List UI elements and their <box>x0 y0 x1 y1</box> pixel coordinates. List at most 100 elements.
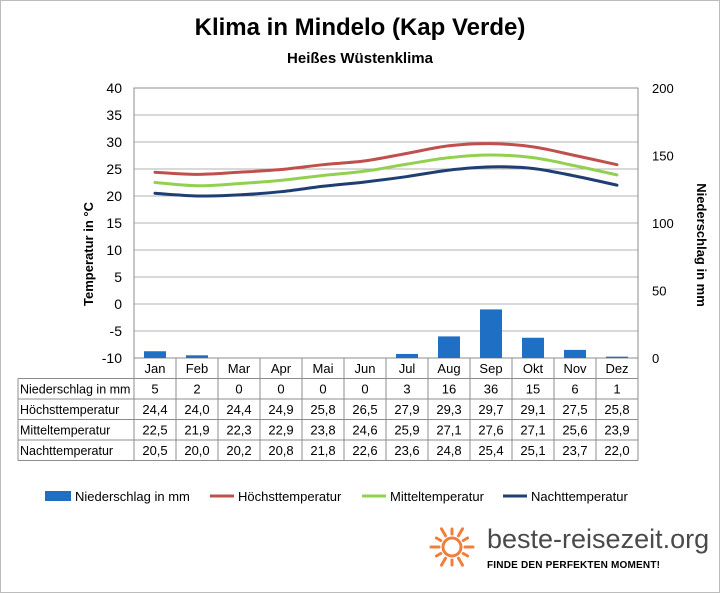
table-cell-value: 0 <box>277 382 284 397</box>
brand-name: beste-reisezeit.org <box>487 524 710 554</box>
table-cell-value: 27,1 <box>520 423 545 438</box>
x-axis-tick: Jan <box>145 361 166 376</box>
table-cell-value: 20,5 <box>142 443 167 458</box>
x-axis-tick: Apr <box>271 361 292 376</box>
precipitation-bar <box>564 349 586 358</box>
table-cell-value: 0 <box>319 382 326 397</box>
table-cell-value: 16 <box>442 382 456 397</box>
table-cell-value: 22,3 <box>226 423 251 438</box>
right-axis-tick: 50 <box>652 284 666 299</box>
series-line-nachttemperatur <box>153 165 619 198</box>
table-cell-value: 0 <box>361 382 368 397</box>
table-cell-value: 3 <box>403 382 410 397</box>
table-cell-value: 24,9 <box>268 402 293 417</box>
table-row-label: Niederschlag in mm <box>20 383 130 397</box>
table-cell-value: 21,8 <box>310 443 335 458</box>
table-cell-value: 2 <box>193 382 200 397</box>
table-cell-value: 1 <box>613 382 620 397</box>
table-cell-value: 23,9 <box>604 423 629 438</box>
table-cell-value: 20,2 <box>226 443 251 458</box>
precipitation-bar <box>480 309 502 358</box>
table-cell-value: 24,4 <box>142 402 167 417</box>
x-axis-tick: Jul <box>399 361 416 376</box>
table-row-label: Nachttemperatur <box>20 444 113 458</box>
x-axis-tick: Dez <box>605 361 628 376</box>
x-axis-tick: Okt <box>523 361 544 376</box>
table-cell-value: 20,0 <box>184 443 209 458</box>
table-cell-value: 22,0 <box>604 443 629 458</box>
x-axis-tick: Aug <box>437 361 460 376</box>
table-row-label: Mitteltemperatur <box>20 424 110 438</box>
table-cell-value: 23,7 <box>562 443 587 458</box>
table-cell-value: 23,8 <box>310 423 335 438</box>
sun-icon <box>429 527 475 567</box>
precipitation-bar <box>522 337 544 358</box>
legend-swatch <box>45 491 71 501</box>
legend-label: Nachttemperatur <box>531 489 628 504</box>
table-cell-value: 25,1 <box>520 443 545 458</box>
left-axis-tick: 0 <box>114 296 122 312</box>
right-axis-tick: 0 <box>652 351 659 366</box>
x-axis-tick: Mai <box>313 361 334 376</box>
right-axis-label: Niederschlag in mm <box>694 183 709 307</box>
table-cell-value: 24,4 <box>226 402 251 417</box>
left-axis-tick: 35 <box>106 107 122 123</box>
table-cell-value: 22,6 <box>352 443 377 458</box>
legend-label: Höchsttemperatur <box>238 489 342 504</box>
left-axis-label: Temperatur in °C <box>81 201 96 306</box>
left-axis-tick: 40 <box>106 80 122 96</box>
table-cell-value: 21,9 <box>184 423 209 438</box>
legend-label: Mitteltemperatur <box>390 489 485 504</box>
precipitation-bar <box>396 353 418 358</box>
left-axis-tick: 15 <box>106 215 122 231</box>
precipitation-bar <box>144 351 166 358</box>
table-cell-value: 20,8 <box>268 443 293 458</box>
table-cell-value: 36 <box>484 382 498 397</box>
series-line-h-chsttemperatur <box>153 142 619 176</box>
x-axis-tick: Sep <box>479 361 502 376</box>
table-cell-value: 29,1 <box>520 402 545 417</box>
right-axis-tick: 100 <box>652 216 674 231</box>
precipitation-bar <box>186 355 208 358</box>
table-cell-value: 25,6 <box>562 423 587 438</box>
precipitation-bar <box>606 356 628 358</box>
left-axis-tick: 25 <box>106 161 122 177</box>
table-cell-value: 29,3 <box>436 402 461 417</box>
table-cell-value: 26,5 <box>352 402 377 417</box>
table-cell-value: 22,5 <box>142 423 167 438</box>
left-axis-tick: 20 <box>106 188 122 204</box>
table-row-label: Höchsttemperatur <box>20 403 119 417</box>
x-axis-tick: Feb <box>186 361 208 376</box>
table-cell-value: 5 <box>151 382 158 397</box>
chart-subtitle: Heißes Wüstenklima <box>287 50 433 67</box>
right-axis-tick: 200 <box>652 81 674 96</box>
chart-title: Klima in Mindelo (Kap Verde) <box>194 14 526 41</box>
precipitation-bar <box>438 336 460 358</box>
table-cell-value: 22,9 <box>268 423 293 438</box>
legend-label: Niederschlag in mm <box>75 489 190 504</box>
x-axis-tick: Nov <box>563 361 587 376</box>
table-cell-value: 15 <box>526 382 540 397</box>
table-cell-value: 24,0 <box>184 402 209 417</box>
right-axis-tick: 150 <box>652 149 674 164</box>
table-cell-value: 27,6 <box>478 423 503 438</box>
table-cell-value: 25,4 <box>478 443 503 458</box>
table-cell-value: 27,5 <box>562 402 587 417</box>
table-cell-value: 24,6 <box>352 423 377 438</box>
table-cell-value: 25,8 <box>310 402 335 417</box>
table-cell-value: 27,1 <box>436 423 461 438</box>
x-axis-tick: Mar <box>228 361 251 376</box>
series-line-mitteltemperatur <box>153 153 619 188</box>
table-cell-value: 24,8 <box>436 443 461 458</box>
left-axis-tick: 10 <box>106 242 122 258</box>
table-cell-value: 6 <box>571 382 578 397</box>
table-cell-value: 25,9 <box>394 423 419 438</box>
table-cell-value: 29,7 <box>478 402 503 417</box>
left-axis-tick: 5 <box>114 269 122 285</box>
brand-slogan: FINDE DEN PERFEKTEN MOMENT! <box>487 560 661 571</box>
table-cell-value: 0 <box>235 382 242 397</box>
left-axis-tick: -5 <box>110 323 123 339</box>
left-axis-tick: 30 <box>106 134 122 150</box>
table-cell-value: 27,9 <box>394 402 419 417</box>
